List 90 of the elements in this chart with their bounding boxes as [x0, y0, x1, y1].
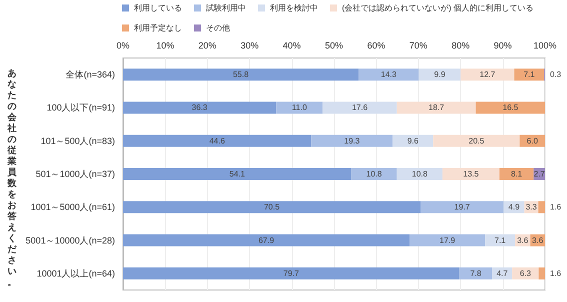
- y-tick-label: 5001～10000人(n=28): [26, 235, 115, 246]
- data-label: 55.8: [232, 70, 250, 80]
- data-label: 9.6: [407, 136, 420, 146]
- data-label: 54.1: [229, 170, 246, 178]
- data-label: 18.7: [428, 103, 445, 112]
- bar: [410, 234, 486, 246]
- bar: [123, 201, 421, 214]
- bar: [123, 134, 312, 147]
- bar: [276, 102, 323, 114]
- data-label: 14.3: [380, 70, 397, 80]
- data-label: 70.5: [264, 202, 280, 212]
- data-label: 9.9: [434, 70, 446, 80]
- x-tick-label: 80%: [452, 40, 470, 50]
- data-label: 6.0: [526, 136, 538, 146]
- y-tick-label: 101～500人(n=83): [40, 136, 115, 146]
- data-label: 8.1: [510, 170, 523, 178]
- y-tick-label: 501～1000人(n=37): [36, 169, 115, 179]
- x-tick-label: 40%: [282, 40, 301, 50]
- data-label: 4.7: [496, 268, 508, 278]
- data-label: 3.6: [517, 236, 529, 245]
- x-tick-label: 10%: [156, 40, 174, 50]
- bar: [123, 234, 410, 246]
- data-label: 36.3: [192, 103, 208, 112]
- bar: [442, 168, 500, 180]
- legend-label: (会社では認められていないが) 個人的に利用している: [342, 4, 534, 12]
- bar: [396, 102, 476, 114]
- x-tick-label: 90%: [494, 40, 512, 50]
- legend-label: 試験利用中: [206, 4, 246, 12]
- data-label: 3.3: [526, 202, 538, 212]
- bar: [433, 134, 520, 147]
- bar: [460, 68, 514, 81]
- data-label: 17.6: [352, 103, 368, 112]
- data-label: 6.3: [520, 268, 532, 278]
- data-label: 7.1: [524, 70, 536, 80]
- y-tick-label: 100人以下(n=91): [46, 102, 115, 113]
- data-label: 44.6: [209, 136, 226, 146]
- data-label: 1.6: [550, 202, 562, 212]
- data-label: 10.8: [366, 170, 382, 178]
- x-tick-label: 70%: [409, 40, 428, 50]
- bar: [123, 267, 460, 280]
- data-label: 11.0: [292, 103, 308, 112]
- data-label: 20.5: [468, 136, 485, 146]
- y-tick-label: 全体(n=364): [66, 70, 115, 80]
- text: あなたの会社の従業員数をお答えください。: [8, 69, 16, 288]
- data-label: 4.9: [508, 202, 520, 212]
- bar: [514, 68, 544, 81]
- bar: [538, 201, 545, 214]
- x-tick-label: 20%: [198, 40, 216, 50]
- data-label: 12.7: [480, 70, 496, 80]
- bar: [123, 68, 358, 81]
- bar: [538, 267, 545, 280]
- bar: [123, 102, 276, 114]
- data-label: 1.6: [550, 268, 562, 278]
- bar: [322, 102, 397, 114]
- data-label: 0.3: [550, 70, 562, 80]
- legend-label: 利用を検討中: [270, 4, 318, 12]
- data-label: 19.7: [454, 202, 470, 212]
- bar: [420, 201, 504, 214]
- data-label: 2.7: [534, 170, 546, 178]
- bar: [311, 134, 393, 147]
- x-tick-label: 0%: [116, 40, 130, 50]
- data-label: 10.8: [412, 170, 428, 178]
- data-label: 16.5: [502, 103, 519, 112]
- x-tick-label: 30%: [240, 40, 259, 50]
- legend-label: その他: [206, 24, 230, 32]
- bar: [485, 234, 516, 246]
- x-tick-label: 60%: [367, 40, 386, 50]
- data-label: 19.3: [344, 136, 360, 146]
- data-label: 13.5: [463, 170, 480, 178]
- legend-label: 利用している: [134, 4, 182, 12]
- y-tick-label: 10001人以上(n=64): [36, 268, 115, 278]
- bar: [459, 267, 492, 280]
- data-label: 17.9: [440, 236, 456, 245]
- bar: [358, 68, 419, 81]
- y-tick-label: 1001～5000人(n=61): [30, 202, 115, 212]
- data-label: 67.9: [258, 236, 275, 245]
- data-label: 3.6: [532, 236, 544, 245]
- bar: [418, 68, 461, 81]
- bar: [499, 168, 534, 180]
- bar: [476, 102, 545, 114]
- bar: [351, 168, 397, 180]
- x-tick-label: 100%: [533, 40, 557, 50]
- x-tick-label: 50%: [324, 40, 344, 50]
- bar: [123, 168, 352, 180]
- legend-label: 利用予定なし: [134, 24, 182, 32]
- bar: [396, 168, 442, 180]
- data-label: 79.7: [283, 268, 300, 278]
- bar: [392, 134, 434, 147]
- data-label: 7.8: [470, 268, 482, 278]
- data-label: 7.1: [494, 236, 506, 245]
